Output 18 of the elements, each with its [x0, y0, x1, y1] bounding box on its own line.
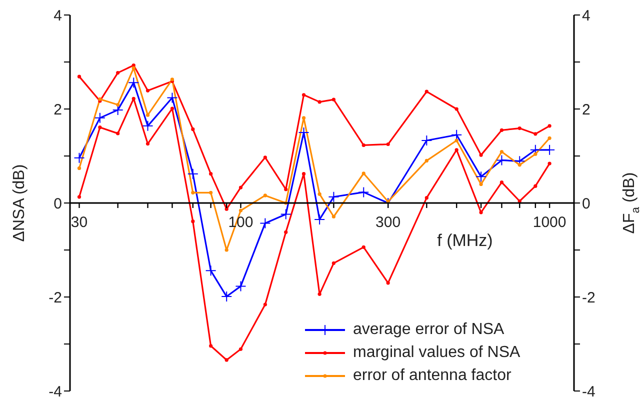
legend-label: error of antenna factor: [353, 366, 512, 384]
y-tick-label: -4: [48, 383, 62, 400]
y2-tick-label: 4: [582, 7, 590, 24]
y-tick-label: 2: [54, 101, 62, 118]
y2-tick-label: -4: [582, 383, 596, 400]
y-axis-title: ΔNSA (dB): [11, 164, 28, 242]
x-tick-label: 30: [70, 214, 88, 231]
x-tick-label: 1000: [532, 214, 566, 231]
y2-tick-label: 2: [582, 101, 590, 118]
legend-label: average error of NSA: [353, 320, 504, 338]
y-tick-label: 0: [54, 195, 62, 212]
x-axis-title: f (MHz): [437, 231, 493, 250]
y-tick-label: 4: [54, 7, 62, 24]
y2-tick-label: 0: [582, 195, 590, 212]
y-tick-label: -2: [48, 289, 62, 306]
legend-label: marginal values of NSA: [353, 344, 520, 362]
y2-tick-label: -2: [582, 289, 596, 306]
x-tick-label: 300: [376, 214, 401, 231]
